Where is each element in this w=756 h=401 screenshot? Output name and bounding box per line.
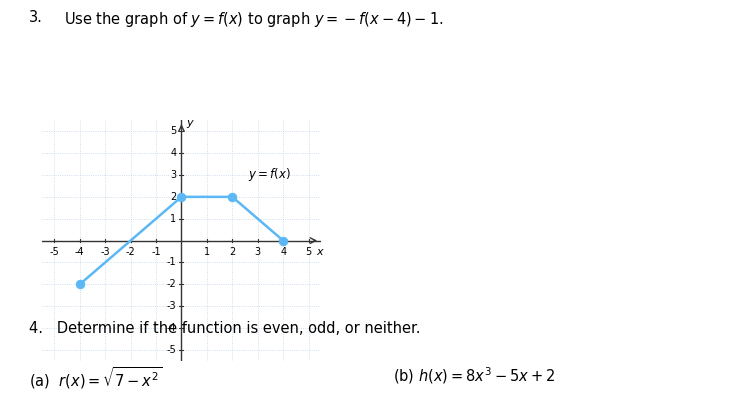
- Text: 4: 4: [280, 247, 287, 257]
- Text: -3: -3: [101, 247, 110, 257]
- Text: 3.: 3.: [29, 10, 42, 25]
- Text: -1: -1: [151, 247, 161, 257]
- Text: 2: 2: [170, 192, 176, 202]
- Text: $x$: $x$: [315, 247, 324, 257]
- Text: 4: 4: [170, 148, 176, 158]
- Text: 1: 1: [204, 247, 210, 257]
- Text: 3: 3: [255, 247, 261, 257]
- Text: -2: -2: [166, 279, 176, 290]
- Text: -2: -2: [125, 247, 135, 257]
- Text: $y = f(x)$: $y = f(x)$: [247, 166, 290, 184]
- Text: -4: -4: [167, 323, 176, 333]
- Text: -5: -5: [166, 345, 176, 355]
- Text: 3: 3: [170, 170, 176, 180]
- Text: (b) $h(x) = 8x^3 - 5x + 2$: (b) $h(x) = 8x^3 - 5x + 2$: [393, 365, 555, 386]
- Text: -3: -3: [167, 301, 176, 311]
- Text: 2: 2: [229, 247, 235, 257]
- Text: $y$: $y$: [186, 117, 195, 130]
- Point: [73, 281, 85, 288]
- Point: [175, 194, 187, 200]
- Text: 5: 5: [305, 247, 311, 257]
- Text: (a)  $r(x) = \sqrt{7 - x^2}$: (a) $r(x) = \sqrt{7 - x^2}$: [29, 365, 162, 391]
- Text: -5: -5: [49, 247, 59, 257]
- Point: [277, 237, 290, 244]
- Text: 4.   Determine if the function is even, odd, or neither.: 4. Determine if the function is even, od…: [29, 321, 420, 336]
- Text: 5: 5: [170, 126, 176, 136]
- Text: -4: -4: [75, 247, 85, 257]
- Text: Use the graph of $y = f(x)$ to graph $y = -f(x - 4) - 1$.: Use the graph of $y = f(x)$ to graph $y …: [64, 10, 444, 29]
- Text: 1: 1: [170, 214, 176, 224]
- Point: [226, 194, 238, 200]
- Text: -1: -1: [167, 257, 176, 267]
